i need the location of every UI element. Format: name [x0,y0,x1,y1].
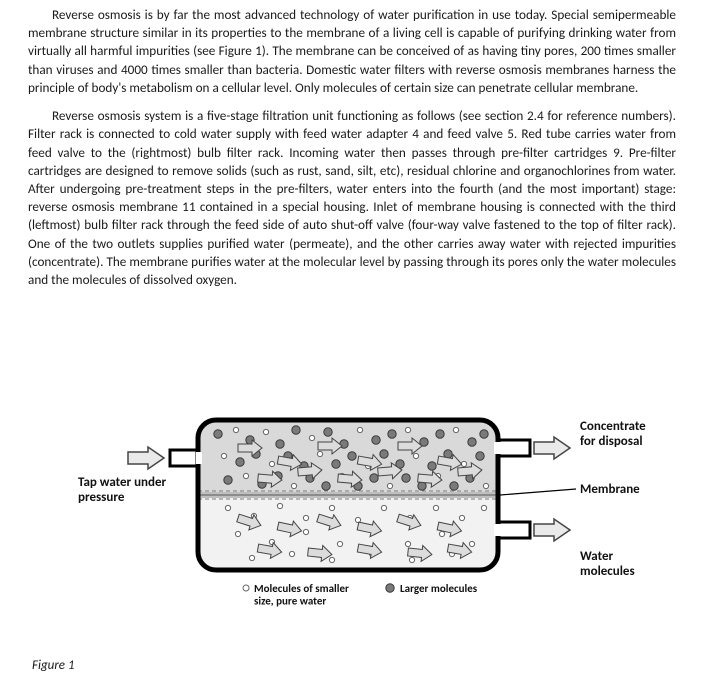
svg-text:Larger molecules: Larger molecules [400,582,478,595]
svg-text:Watermolecules: Watermolecules [580,549,635,579]
document-page: Reverse osmosis is by far the most advan… [0,0,704,700]
svg-text:Concentratefor disposal: Concentratefor disposal [580,419,646,449]
paragraph-1: Reverse osmosis is by far the most advan… [28,6,676,97]
svg-text:Tap water underpressure: Tap water underpressure [78,475,167,505]
svg-text:Molecules of smaller size, pur: Molecules of smaller size, pure water [254,582,351,608]
figure-caption: Figure 1 [32,658,676,673]
svg-text:Membrane: Membrane [580,482,640,497]
figure-1: Concentratefor disposal Membrane Watermole… [28,400,676,673]
figure-1-svg: Concentratefor disposal Membrane Watermole… [28,400,676,650]
paragraph-2: Reverse osmosis system is a five-stage f… [28,107,676,289]
